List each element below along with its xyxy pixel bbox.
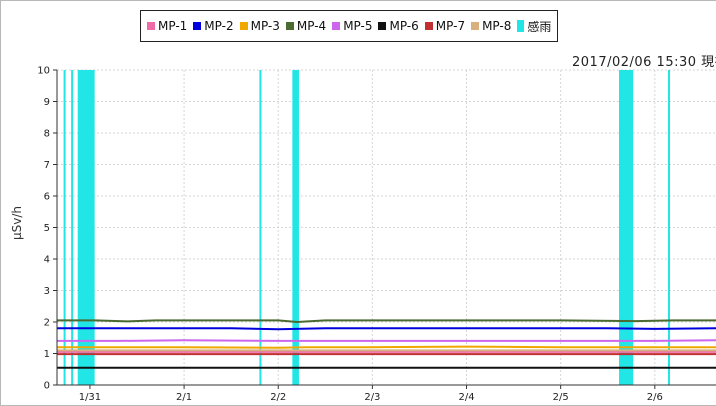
rain-period-bar <box>292 70 299 385</box>
legend-label: 感雨 <box>527 19 552 34</box>
legend-label: MP-1 <box>158 19 188 33</box>
legend-label: MP-6 <box>389 19 419 33</box>
y-tick-label: 2 <box>44 318 50 329</box>
x-tick-label: 1/31 <box>79 392 101 403</box>
legend-item: MP-6 <box>378 19 419 33</box>
legend-item: MP-1 <box>147 19 187 33</box>
rain-period-bar <box>259 70 262 385</box>
legend-swatch <box>471 22 480 30</box>
axes: 0 1 2 3 4 5 6 7 8 9 10 1/31 2/1 2/2 2/3 2/4 2/5 2/6 <box>37 66 716 403</box>
legend-swatch <box>147 22 155 30</box>
legend-swatch <box>424 22 433 30</box>
legend-label: MP-8 <box>482 19 512 33</box>
series-line-mp-2 <box>57 327 716 331</box>
rain-periods <box>63 70 670 385</box>
rain-period-bar <box>619 70 634 385</box>
legend-swatch <box>517 20 525 32</box>
legend-swatch <box>239 22 248 30</box>
legend-item: MP-2 <box>193 19 234 33</box>
y-tick-label: 3 <box>44 286 50 297</box>
legend-item: MP-4 <box>285 19 327 33</box>
x-tick-label: 2/3 <box>364 392 380 403</box>
x-tick-label: 2/2 <box>270 392 286 403</box>
legend-label: MP-2 <box>204 19 234 33</box>
legend-swatch <box>193 22 202 30</box>
rain-period-bar <box>667 70 670 385</box>
legend-item: MP-8 <box>471 19 511 33</box>
y-axis-label: μSv/h <box>10 205 24 240</box>
rain-period-bar <box>71 70 74 385</box>
legend-item: MP-7 <box>424 19 466 33</box>
series-line-mp-3 <box>57 345 716 349</box>
y-tick-label: 9 <box>44 97 50 108</box>
legend-swatch <box>285 22 294 30</box>
legend-label: MP-7 <box>435 19 466 33</box>
legend-item: MP-5 <box>332 19 372 33</box>
legend-swatch <box>378 22 387 30</box>
timestamp: 2017/02/06 15:30 現在 <box>572 55 716 70</box>
y-tick-label: 10 <box>37 66 50 77</box>
legend-label: MP-3 <box>250 19 280 33</box>
rain-period-bar <box>63 70 66 385</box>
legend-label: MP-4 <box>296 19 327 33</box>
rain-period-bar <box>77 70 95 385</box>
series-lines <box>57 319 716 369</box>
y-tick-label: 6 <box>44 192 50 203</box>
y-tick-label: 4 <box>44 255 50 266</box>
y-tick-label: 7 <box>44 160 50 171</box>
series-line-mp-5 <box>57 339 716 342</box>
y-tick-label: 5 <box>44 223 50 234</box>
x-tick-label: 2/4 <box>458 392 474 403</box>
legend-swatch <box>332 22 341 30</box>
series-line-mp-4 <box>57 319 716 324</box>
grid-lines <box>57 69 716 385</box>
x-tick-label: 2/5 <box>553 392 569 403</box>
legend-item: 感雨 <box>517 18 551 35</box>
x-tick-label: 2/1 <box>176 392 192 403</box>
y-tick-label: 0 <box>44 381 50 392</box>
y-tick-label: 8 <box>44 129 50 140</box>
legend-label: MP-5 <box>343 19 373 33</box>
legend: MP-1 MP-2 MP-3 MP-4 MP-5 MP-6 MP-7 MP-8 感雨 <box>140 10 559 42</box>
x-tick-label: 2/6 <box>647 392 663 403</box>
y-tick-label: 1 <box>44 349 50 360</box>
legend-item: MP-3 <box>239 19 280 33</box>
